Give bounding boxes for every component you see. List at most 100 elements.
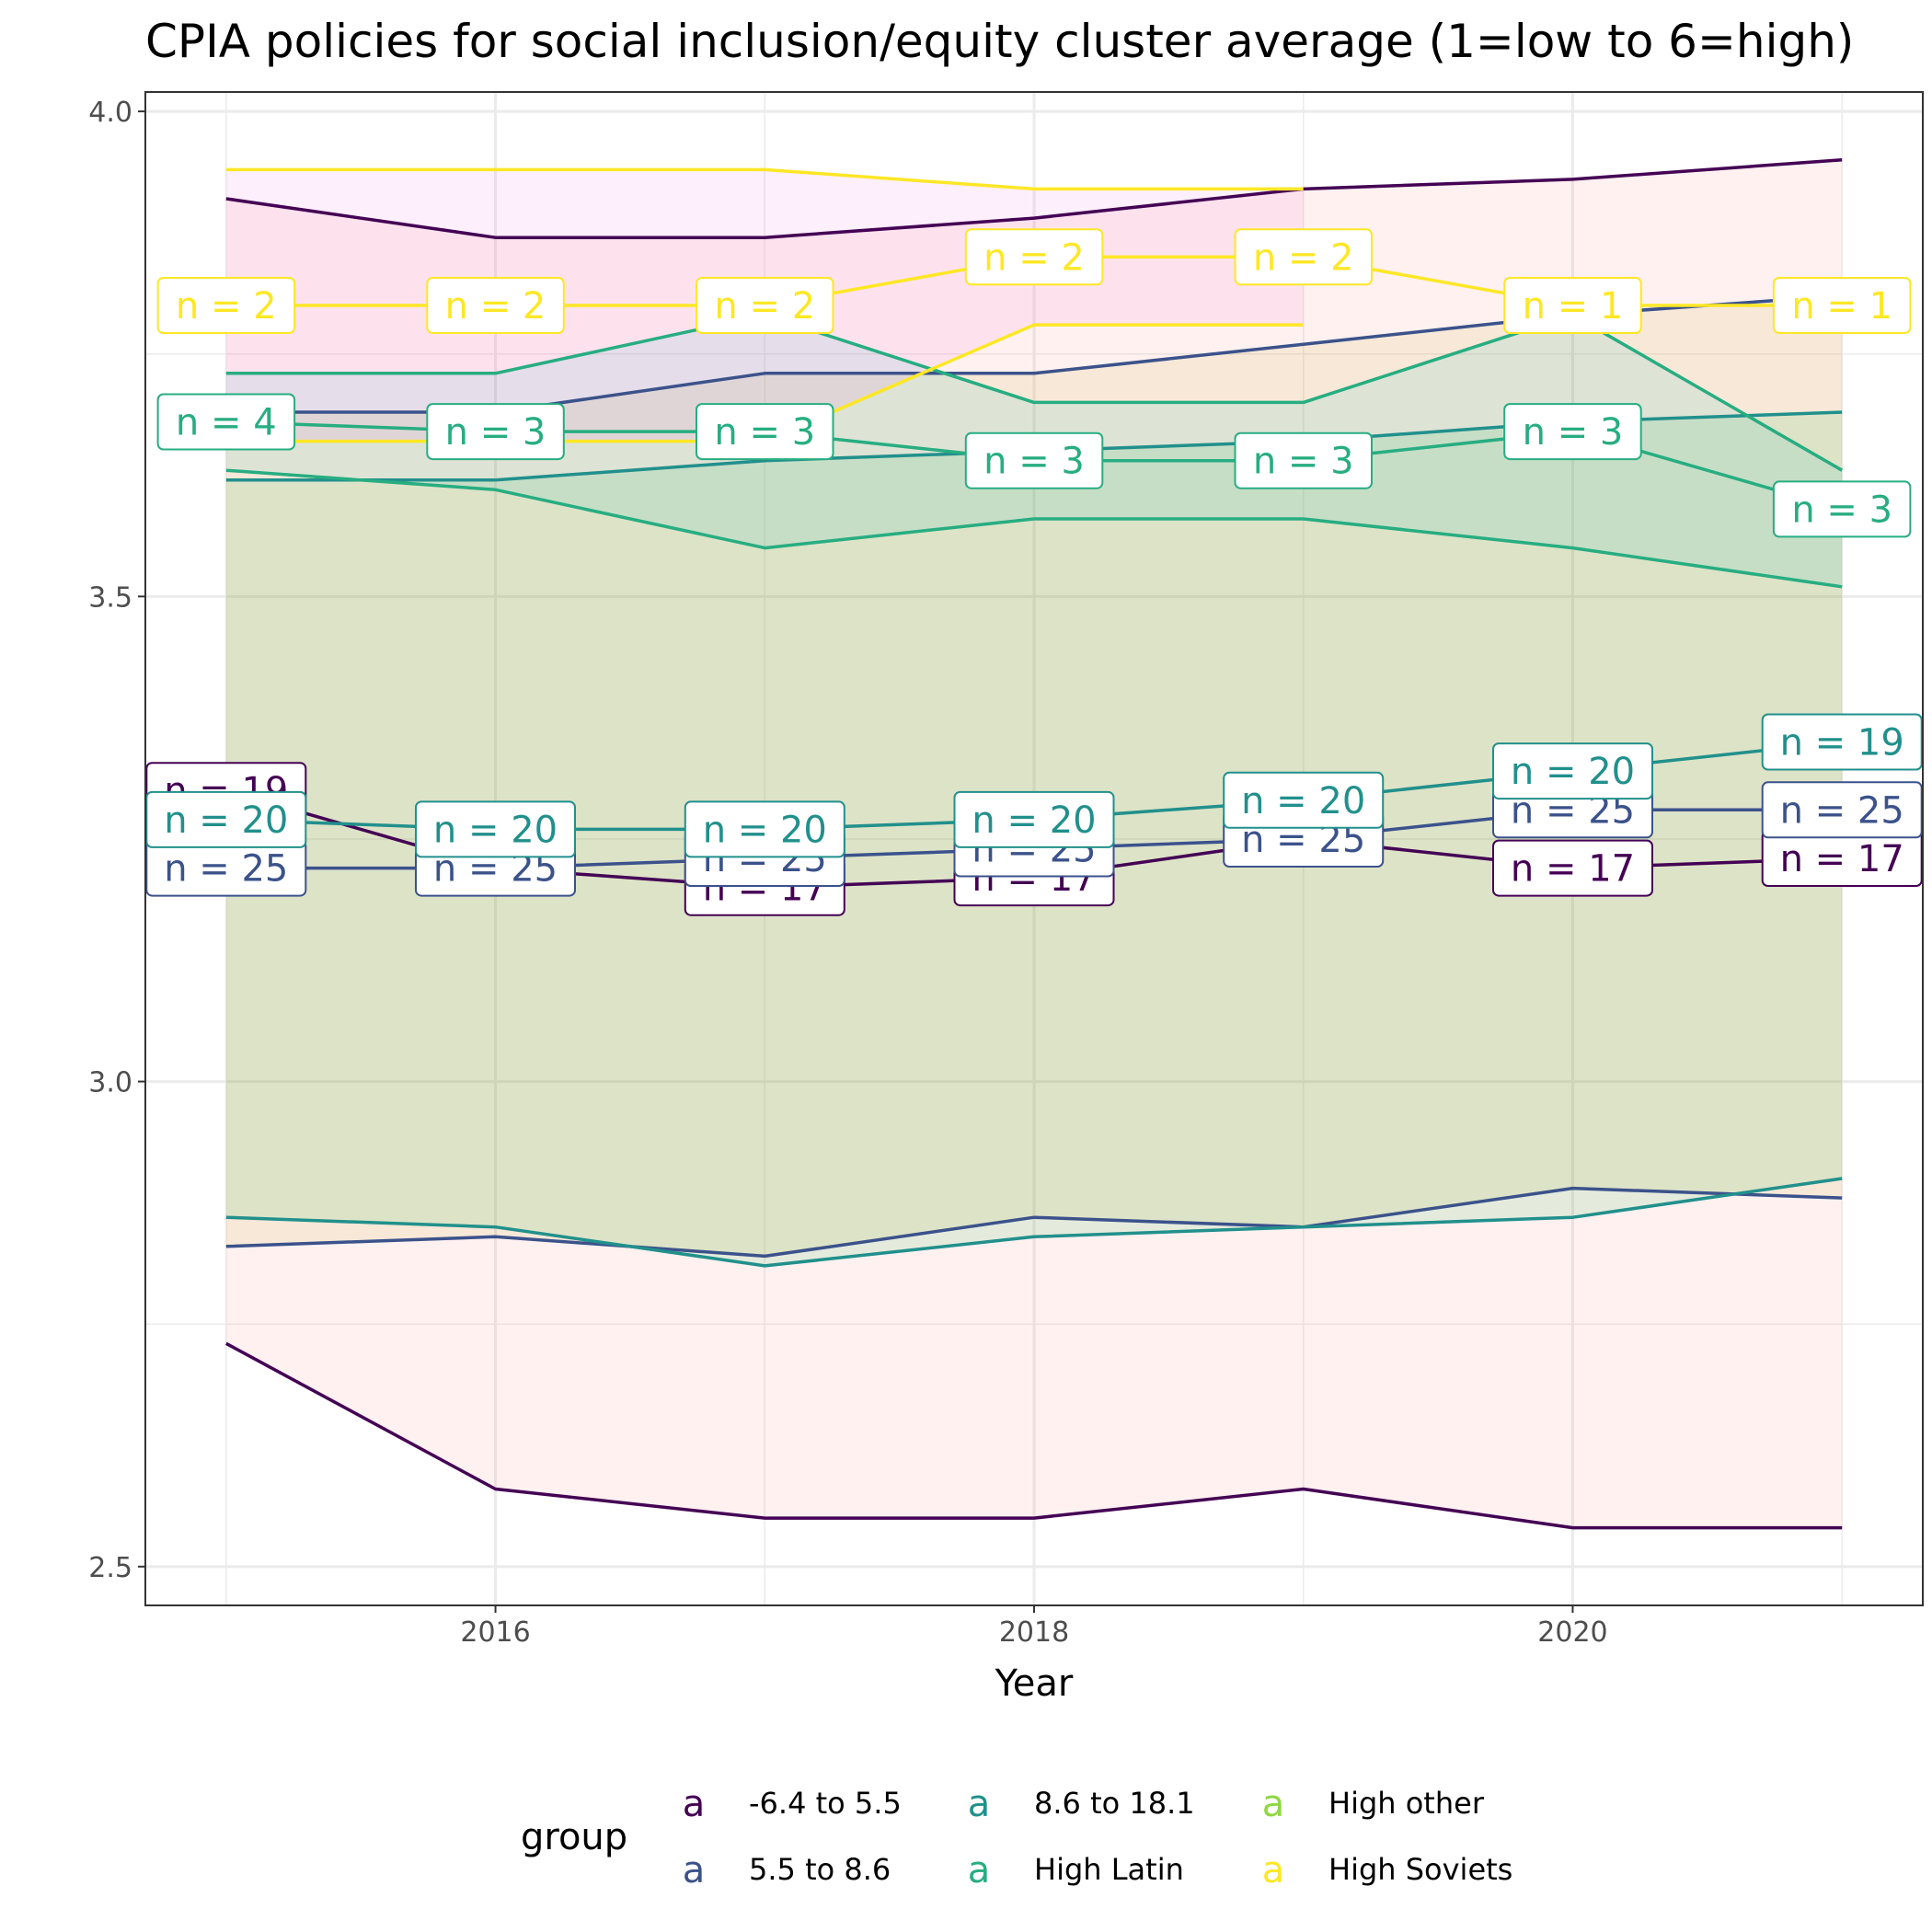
n-label-text: n = 2 <box>176 285 277 328</box>
n-label-2-4: n = 20 <box>1223 771 1385 829</box>
n-label-3-4: n = 3 <box>1234 431 1373 489</box>
legend-title: group <box>521 1816 627 1858</box>
y-axis: 2.5 3.0 3.5 4.0 <box>88 97 145 1584</box>
n-label-3-1: n = 3 <box>426 403 565 461</box>
legend-item-3: a High Latin <box>968 1849 1184 1892</box>
n-label-box <box>696 277 834 334</box>
n-label-2-3: n = 20 <box>953 790 1115 848</box>
legend-key: a <box>968 1783 991 1825</box>
n-label-text: n = 4 <box>176 402 277 444</box>
chart-title: CPIA policies for social inclusion/equit… <box>145 15 1854 68</box>
n-label-box <box>1223 771 1385 829</box>
n-label-3-5: n = 3 <box>1503 403 1642 461</box>
lower-line-3 <box>225 468 1843 589</box>
n-label-box <box>1503 403 1642 461</box>
x-tick-label: 2016 <box>460 1616 530 1649</box>
n-label-box <box>964 228 1104 286</box>
x-axis-title: Year <box>995 1662 1074 1705</box>
legend: group a -6.4 to 5.5 a 5.5 to 8.6 a 8.6 to 18.… <box>521 1783 1512 1892</box>
n-label-box <box>964 431 1104 489</box>
n-label-text: n = 3 <box>983 441 1085 483</box>
n-label-box <box>1761 781 1923 839</box>
legend-label: 8.6 to 18.1 <box>1034 1786 1195 1821</box>
n-label-5-3: n = 2 <box>964 228 1104 286</box>
n-label-text: n = 20 <box>164 799 288 842</box>
n-label-2-0: n = 20 <box>145 790 307 848</box>
n-label-text: n = 3 <box>1523 411 1624 454</box>
legend-key: a <box>1262 1783 1285 1825</box>
legend-key: a <box>1262 1849 1285 1892</box>
y-tick-label: 2.5 <box>88 1552 132 1584</box>
legend-item-0: a -6.4 to 5.5 <box>683 1783 902 1825</box>
legend-item-4: a High other <box>1262 1783 1485 1825</box>
n-label-text: n = 25 <box>1780 789 1904 832</box>
legend-label: High Soviets <box>1328 1852 1512 1887</box>
n-label-box <box>415 800 576 858</box>
n-label-1-6: n = 25 <box>1761 781 1923 839</box>
x-tick-label: 2020 <box>1537 1616 1607 1649</box>
n-label-3-0: n = 4 <box>156 393 296 451</box>
n-label-box <box>426 277 565 334</box>
lower-line-2 <box>225 1177 1843 1268</box>
n-label-0-6: n = 17 <box>1761 830 1923 887</box>
n-label-3-3: n = 3 <box>964 431 1104 489</box>
n-label-text: n = 2 <box>714 285 815 328</box>
n-label-text: n = 2 <box>1253 236 1354 279</box>
n-label-text: n = 1 <box>1523 285 1624 328</box>
legend-key: a <box>683 1849 706 1892</box>
y-tick-label: 3.5 <box>88 581 132 614</box>
n-label-text: n = 20 <box>1241 780 1365 822</box>
n-label-box <box>1234 228 1373 286</box>
n-label-text: n = 25 <box>164 848 288 891</box>
n-label-text: n = 17 <box>1780 838 1904 880</box>
n-label-5-2: n = 2 <box>696 277 834 334</box>
n-label-2-6: n = 19 <box>1761 713 1923 771</box>
legend-label: 5.5 to 8.6 <box>749 1852 891 1887</box>
lower-line-0 <box>224 1341 1843 1530</box>
n-label-text: n = 2 <box>983 236 1085 279</box>
n-label-text: n = 20 <box>972 799 1096 842</box>
band-1 <box>225 295 1843 1257</box>
n-label-text: n = 17 <box>1511 848 1635 891</box>
legend-label: -6.4 to 5.5 <box>749 1786 902 1821</box>
n-label-box <box>1492 839 1653 897</box>
n-label-text: n = 1 <box>1791 285 1892 328</box>
n-label-text: n = 3 <box>445 411 546 454</box>
n-label-text: n = 2 <box>445 285 546 328</box>
legend-key: a <box>683 1783 706 1825</box>
n-label-text: n = 3 <box>1791 489 1892 531</box>
n-label-text: n = 3 <box>714 411 815 454</box>
legend-item-1: a 5.5 to 8.6 <box>683 1849 891 1892</box>
legend-item-2: a 8.6 to 18.1 <box>968 1783 1195 1825</box>
n-label-box <box>1772 480 1912 538</box>
n-label-box <box>953 790 1115 848</box>
legend-label: High Latin <box>1034 1852 1184 1887</box>
n-label-box <box>1761 713 1923 771</box>
n-label-box <box>1503 277 1642 334</box>
legend-item-5: a High Soviets <box>1262 1849 1513 1892</box>
n-labels: n = 19n = 17n = 17n = 17n = 17n = 25n = … <box>145 228 1923 916</box>
n-label-2-1: n = 20 <box>415 800 576 858</box>
n-label-1-0: n = 25 <box>145 839 307 897</box>
n-label-5-4: n = 2 <box>1234 228 1373 286</box>
n-label-5-6: n = 1 <box>1772 277 1912 334</box>
n-label-box <box>1234 431 1373 489</box>
n-label-0-5: n = 17 <box>1492 839 1653 897</box>
n-label-text: n = 3 <box>1253 441 1354 483</box>
n-label-2-2: n = 20 <box>684 800 845 858</box>
n-label-5-5: n = 1 <box>1503 277 1642 334</box>
n-label-box <box>145 790 307 848</box>
legend-label: High other <box>1328 1786 1485 1821</box>
y-tick-label: 3.0 <box>88 1067 132 1099</box>
x-tick-label: 2018 <box>999 1616 1069 1649</box>
n-label-box <box>156 277 296 334</box>
n-label-text: n = 20 <box>1511 751 1635 793</box>
y-tick-label: 4.0 <box>88 97 132 129</box>
n-label-box <box>696 403 834 461</box>
upper-line-5 <box>225 167 1304 191</box>
legend-key: a <box>968 1849 991 1892</box>
n-label-5-1: n = 2 <box>426 277 565 334</box>
lower-line-1 <box>225 1186 1843 1259</box>
x-axis: 2016 2018 2020 <box>460 1605 1608 1649</box>
